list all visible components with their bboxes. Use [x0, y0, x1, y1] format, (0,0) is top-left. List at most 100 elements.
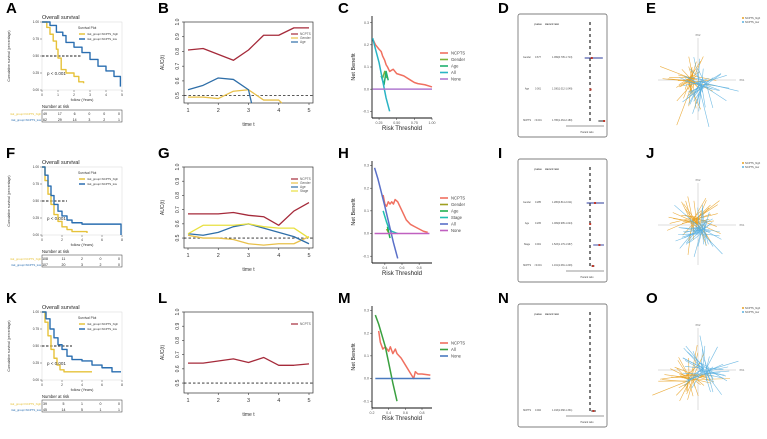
legend-title: Survival Plot [78, 316, 96, 320]
biplot-vector [670, 368, 688, 378]
risk-cell: 0 [100, 257, 102, 261]
biplot-vector [698, 87, 710, 127]
x-tick-label: 4 [277, 398, 280, 404]
panel-g: G 0.5 0.6 0.7 0.8 0.9 1.0 1 2 3 4 5 AUC(t) time t NCPT… [150, 145, 325, 290]
panel-label: N [498, 290, 509, 307]
risk-cell: 3 [88, 118, 90, 122]
biplot-vector [688, 61, 701, 80]
pc2-label: PC2 [696, 34, 701, 37]
biplot-vector [678, 357, 693, 382]
biplot-vector [694, 204, 711, 221]
legend-swatch [742, 162, 744, 164]
legend-label: NCPTS [300, 322, 311, 326]
row-hr: 1.786(1.464-2.180) [552, 119, 573, 122]
column-header: Hazard ratio [545, 167, 560, 171]
biplot-vector [696, 218, 717, 227]
risk-cell: 3 [81, 263, 83, 267]
legend-label: NCPTS_low [745, 310, 759, 314]
risk-cell: 0 [118, 112, 120, 116]
risk-cell: 1 [118, 118, 120, 122]
biplot-vector [693, 198, 707, 220]
panel-label: B [158, 0, 169, 17]
x-tick-label: 0.4 [382, 266, 387, 270]
risk-cell: 0 [118, 263, 120, 267]
risk-table [41, 399, 123, 413]
row-hr: 1.523(1.179-1.967) [552, 243, 573, 246]
biplot-vector [685, 370, 706, 383]
biplot-vector [693, 57, 700, 81]
y-axis-label: Net Benefit [351, 343, 357, 371]
legend-label: None [451, 228, 462, 233]
legend-label: All [451, 70, 456, 75]
biplot-vector [705, 81, 714, 109]
legend-label: risk_group=NCPTS_low [87, 327, 118, 331]
biplot-vector [703, 86, 720, 91]
y-tick-label: 0.25 [33, 71, 39, 75]
y-tick-label: 0.6 [175, 220, 181, 227]
biplot-vector [684, 80, 701, 85]
risk-cell: 2 [81, 257, 83, 261]
biplot-vector [689, 219, 701, 228]
x-tick-label: 4 [81, 383, 83, 387]
legend-label: NCPTS_low [745, 20, 759, 24]
x-tick-label: 8 [121, 383, 123, 387]
p-value-annotation: p < 0.001 [47, 216, 66, 221]
y-tick-label: 0.1 [364, 354, 369, 358]
row-pvalue: 0.001 [535, 88, 542, 91]
x-tick-label: 2 [217, 108, 220, 114]
chart-svg: -0.1 0.0 0.1 0.2 0.3 0.2 0.4 0.6 0.8 Net Benefit R… [351, 306, 465, 422]
panel-h: H -0.1 0.0 0.1 0.2 0.3 0.4 0.6 0.8 Net Benefit Ris… [330, 145, 488, 290]
dca-line-stage [382, 210, 398, 235]
hr-point [594, 202, 597, 204]
biplot-vector [683, 82, 702, 86]
x-tick-label: 0.4 [386, 411, 391, 415]
y-tick-label: 0.3 [364, 309, 369, 313]
column-header: Hazard ratio [545, 312, 560, 316]
risk-cell: 107 [42, 263, 48, 267]
dca-line-all [371, 37, 391, 112]
panel-o: O PC1 PC2 NCPTS_high NCPTS_low [630, 290, 767, 435]
x-tick-label: 2 [217, 253, 220, 259]
y-axis-label: AUC(t) [160, 345, 166, 361]
x-axis-label: time t [242, 267, 255, 273]
y-axis-label: Cumulative survival (percentage) [7, 175, 11, 226]
biplot-vector [662, 379, 690, 383]
biplot-vector [679, 226, 698, 249]
auc-line-age [187, 77, 253, 104]
biplot-vector [691, 367, 705, 389]
x-tick-label: 0.8 [420, 411, 425, 415]
column-header: pvalue [534, 312, 542, 316]
risk-cell: 0 [118, 402, 120, 406]
risk-cell: 108 [42, 257, 48, 261]
y-tick-label: 0.7 [175, 62, 181, 69]
biplot-vector [677, 360, 689, 377]
chart-svg: 0.5 0.6 0.7 0.8 0.9 1.0 1 2 3 4 5 AUC(t) time t NCPTS… [160, 18, 314, 128]
risk-table [41, 254, 123, 268]
biplot-vector [692, 210, 702, 219]
y-tick-label: 0.9 [175, 33, 181, 40]
panel-c: C -0.1 0.0 0.1 0.2 0.3 0.25 0.50 0.75 1.00 Net Ben… [330, 0, 488, 145]
biplot-vector [688, 83, 700, 105]
legend-label: Age [451, 209, 459, 214]
risk-cell: 45 [43, 408, 47, 412]
hr-point [603, 120, 606, 122]
risk-row-label: risk_group=NCPTS_high [10, 112, 41, 116]
biplot-vectors [659, 56, 739, 127]
legend-label: Gender [451, 202, 466, 207]
legend-label: risk_group=NCPTS_high [87, 322, 118, 326]
panel-j: J PC1 PC2 NCPTS_high NCPTS_low [630, 145, 767, 290]
panel-e: E PC1 PC2 NCPTS_high NCPTS_low [630, 0, 767, 145]
biplot-vector [682, 372, 702, 375]
panel-label: D [498, 0, 509, 17]
y-tick-label: 0.5 [175, 379, 181, 386]
risk-cell: 14 [73, 118, 77, 122]
biplot-vector [701, 86, 706, 108]
row-hr: 1.009(0.995-1.024) [552, 222, 573, 225]
biplot-vector [704, 232, 714, 247]
y-tick-label: 0.50 [33, 344, 39, 348]
forest-frame [517, 13, 608, 138]
hr-point [592, 410, 595, 412]
biplot-vector [693, 376, 705, 386]
